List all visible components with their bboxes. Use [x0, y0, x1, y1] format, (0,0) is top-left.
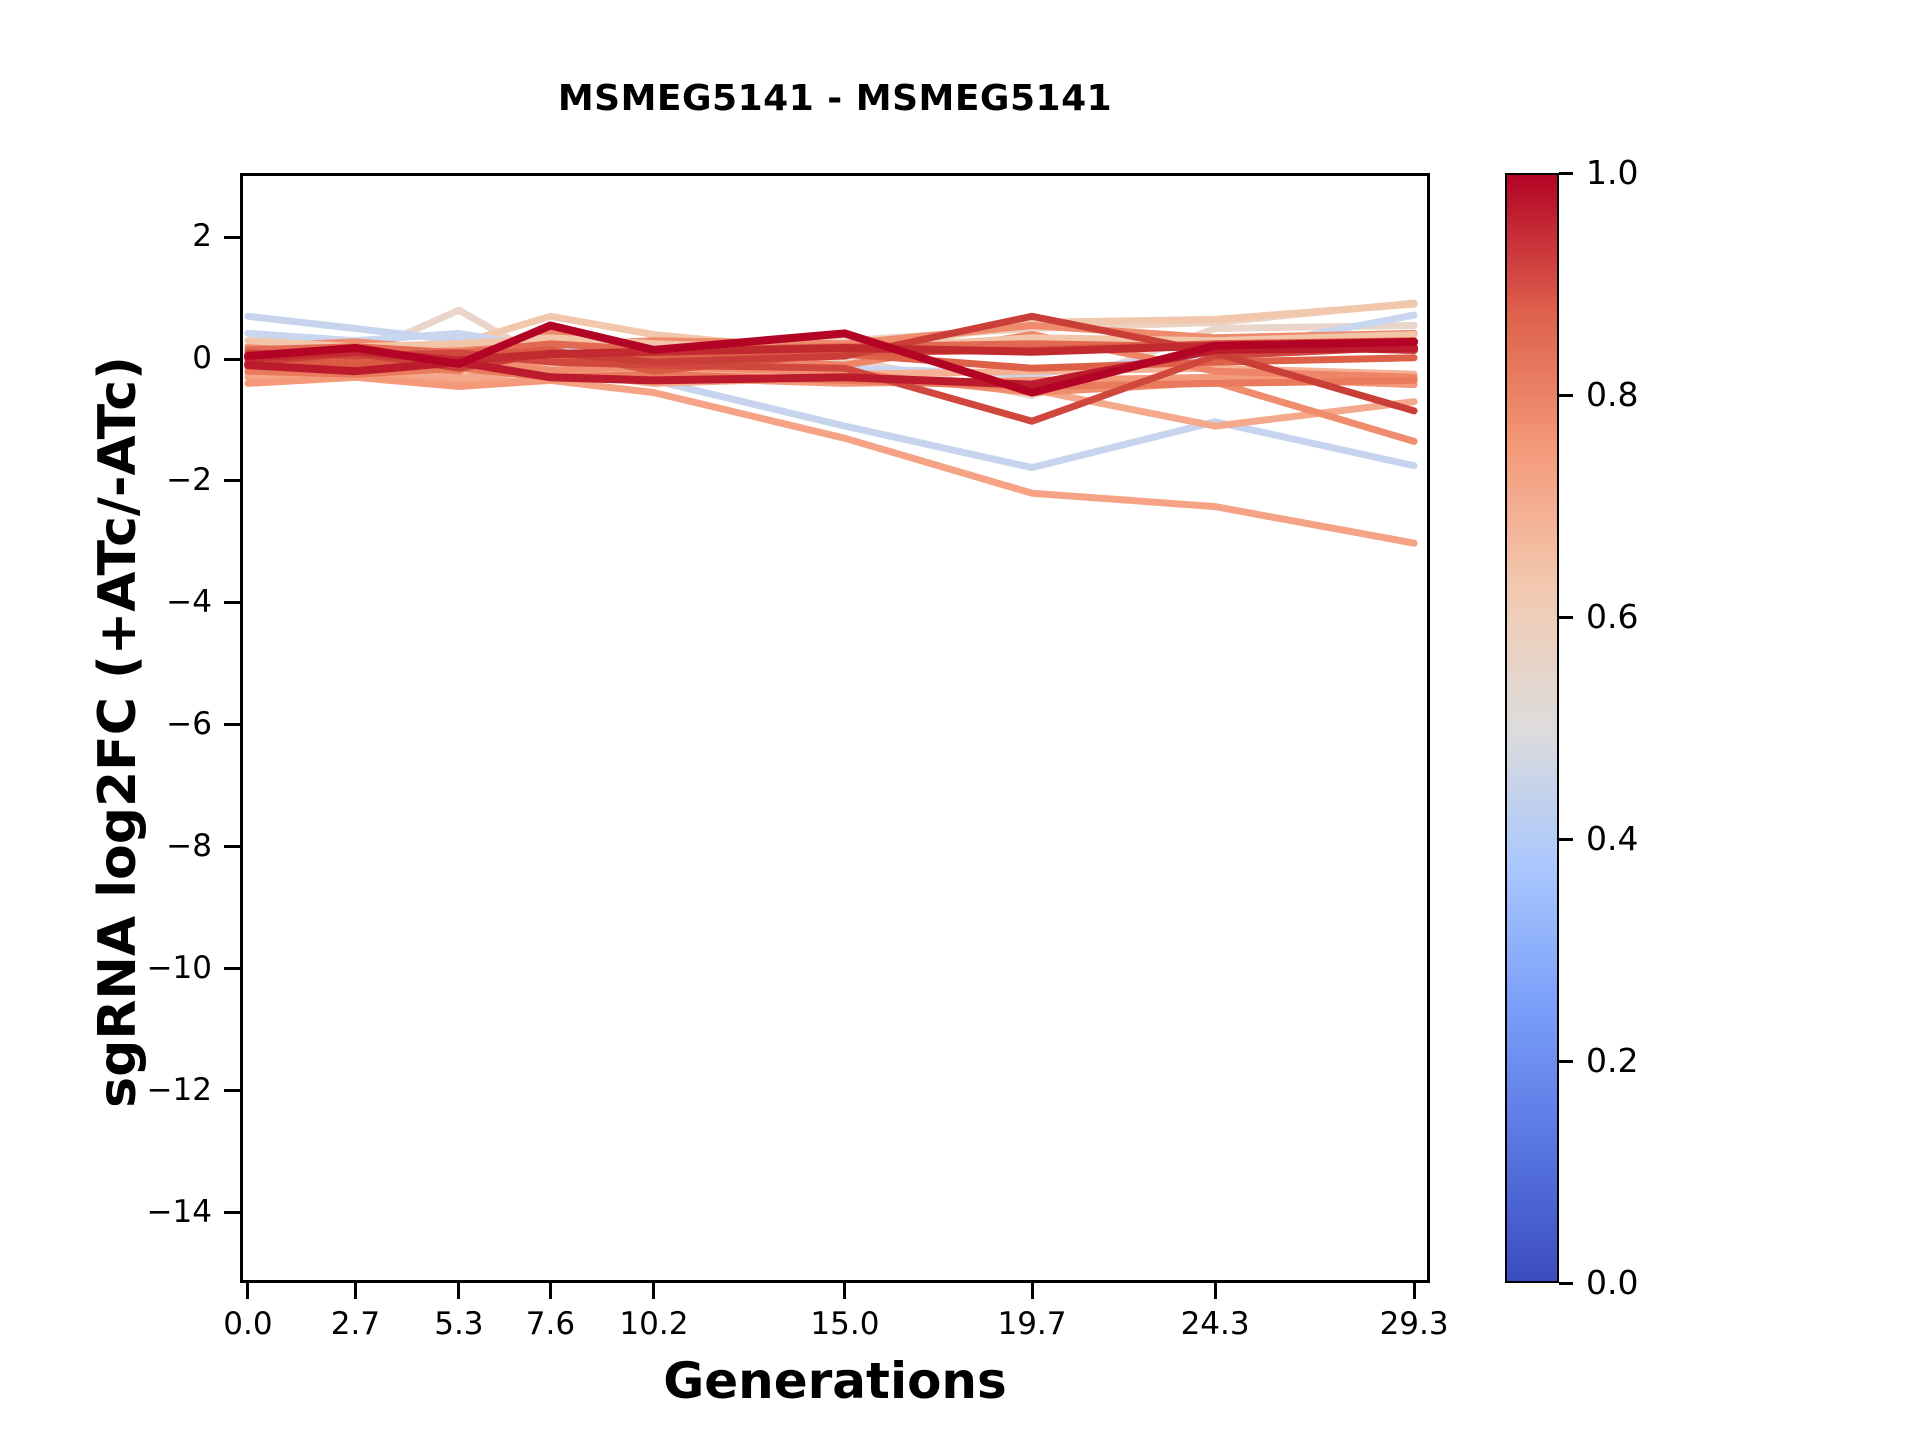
y-tick-label: −6 — [166, 705, 212, 742]
y-tick-label: 2 — [192, 218, 212, 255]
x-tick-label: 15.0 — [810, 1306, 880, 1342]
x-tick-label: 0.0 — [223, 1306, 273, 1342]
chart-title: MSMEG5141 - MSMEG5141 — [557, 78, 1113, 119]
y-tick-mark — [224, 357, 240, 361]
x-tick-mark — [652, 1283, 656, 1299]
colorbar — [1505, 173, 1559, 1283]
y-tick-label: −10 — [146, 949, 212, 986]
colorbar-tick-label: 1.0 — [1586, 153, 1639, 192]
x-tick-label: 7.6 — [525, 1306, 576, 1342]
colorbar-tick-mark — [1559, 1059, 1573, 1063]
y-tick-mark — [224, 235, 240, 239]
x-tick-mark — [1412, 1283, 1416, 1299]
y-tick-mark — [224, 967, 240, 971]
series-line — [244, 321, 1419, 397]
y-tick-label: −8 — [166, 827, 212, 864]
colorbar-tick-label: 0.2 — [1586, 1041, 1639, 1080]
y-tick-label: −4 — [166, 583, 212, 620]
x-tick-label: 2.7 — [330, 1306, 381, 1342]
colorbar-tick-label: 0.0 — [1586, 1263, 1639, 1302]
plot-area — [240, 173, 1430, 1283]
y-tick-label: −2 — [166, 461, 212, 498]
y-tick-mark — [224, 1089, 240, 1093]
y-tick-mark — [224, 1211, 240, 1215]
colorbar-tick-mark — [1559, 615, 1573, 619]
colorbar-tick-mark — [1559, 1281, 1573, 1285]
colorbar-tick-mark — [1559, 393, 1573, 397]
x-tick-mark — [246, 1283, 250, 1299]
y-tick-label: −14 — [146, 1193, 212, 1230]
colorbar-tick-label: 0.8 — [1586, 375, 1639, 414]
series-line — [244, 372, 1418, 547]
x-tick-mark — [1213, 1283, 1217, 1299]
x-tick-mark — [548, 1283, 552, 1299]
y-tick-mark — [224, 479, 240, 483]
y-tick-label: −12 — [146, 1071, 212, 1108]
y-tick-label: 0 — [192, 340, 212, 377]
colorbar-tick-mark — [1559, 837, 1573, 841]
y-tick-mark — [224, 845, 240, 849]
colorbar-tick-label: 0.4 — [1586, 819, 1639, 858]
x-tick-label: 29.3 — [1379, 1306, 1449, 1342]
x-tick-mark — [457, 1283, 461, 1299]
x-tick-mark — [843, 1283, 847, 1299]
y-tick-mark — [224, 601, 240, 605]
x-tick-mark — [353, 1283, 357, 1299]
y-tick-mark — [224, 723, 240, 727]
x-tick-mark — [1030, 1283, 1034, 1299]
x-axis-label: Generations — [663, 1352, 1007, 1410]
x-tick-label: 5.3 — [434, 1306, 484, 1342]
colorbar-tick-label: 0.6 — [1586, 597, 1639, 636]
x-tick-label: 19.7 — [997, 1306, 1067, 1342]
colorbar-tick-mark — [1559, 171, 1573, 175]
x-tick-label: 10.2 — [619, 1306, 689, 1342]
x-tick-label: 24.3 — [1180, 1306, 1250, 1342]
axes-frame — [240, 173, 1430, 1283]
